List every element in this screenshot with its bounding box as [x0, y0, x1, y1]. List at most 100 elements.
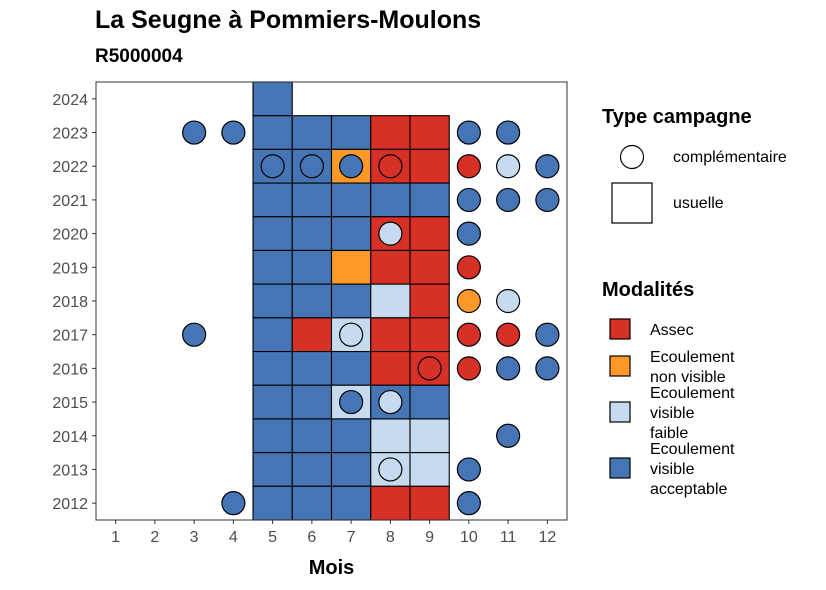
x-tick-label-8: 8 — [386, 529, 395, 546]
y-tick-label-2013: 2013 — [52, 462, 88, 479]
point-2017-10 — [456, 322, 481, 347]
y-tick-label-2019: 2019 — [52, 260, 88, 277]
tile-2019-9 — [409, 249, 450, 285]
tile-2015-9 — [409, 384, 450, 420]
x-tick-label-10: 10 — [460, 529, 478, 546]
y-tick-label-2024: 2024 — [52, 92, 88, 109]
tile-2019-7 — [330, 249, 372, 285]
point-2022-5 — [260, 154, 285, 179]
tiles-layer — [252, 81, 450, 521]
legend-label-assec-line-1: Assec — [650, 322, 694, 339]
legend-swatch-usuelle — [611, 182, 653, 224]
tile-2018-8 — [370, 283, 411, 319]
point-2020-10 — [456, 221, 481, 246]
y-tick-label-2020: 2020 — [52, 227, 88, 244]
point-2023-11 — [496, 120, 521, 145]
chart-title: La Seugne à Pommiers-Moulons — [95, 6, 482, 34]
point-2023-10 — [456, 120, 481, 145]
legend-label-complementaire: complémentaire — [673, 149, 787, 166]
point-2021-11 — [496, 187, 521, 213]
point-2023-4 — [221, 120, 246, 145]
point-2021-12 — [535, 187, 560, 213]
tile-2013-6 — [291, 452, 333, 487]
y-tick-label-2022: 2022 — [52, 159, 88, 176]
legend-label-ecoulement-visible-faible-line-1: Ecoulement — [650, 385, 735, 402]
point-2021-10 — [456, 187, 481, 213]
x-tick-label-11: 11 — [500, 529, 517, 546]
point-2017-11 — [496, 322, 521, 347]
legend-label-ecoulement-visible-acceptable-line-3: acceptable — [650, 481, 727, 498]
legend-label-ecoulement-non-visible-line-1: Ecoulement — [650, 349, 735, 366]
tile-2015-5 — [252, 384, 293, 420]
y-tick-label-2016: 2016 — [52, 361, 88, 378]
point-2020-8 — [378, 221, 403, 246]
x-axis-title: Mois — [309, 557, 355, 579]
tile-2017-8 — [370, 317, 411, 353]
x-tick-label-3: 3 — [190, 529, 199, 546]
x-tick-label-9: 9 — [425, 529, 434, 546]
point-2012-4 — [221, 491, 246, 516]
point-2022-7 — [339, 154, 364, 179]
tile-2020-6 — [291, 216, 333, 252]
point-2016-11 — [496, 356, 521, 381]
tile-2012-9 — [409, 485, 450, 521]
x-tick-label-6: 6 — [307, 529, 316, 546]
point-2016-9 — [417, 356, 442, 381]
tile-2017-6 — [291, 317, 333, 353]
legend-swatch-assec — [609, 318, 631, 340]
chart-subtitle: R5000004 — [95, 46, 183, 67]
tile-2023-8 — [370, 115, 411, 150]
legend-swatch-ecoulement-visible-faible — [609, 401, 631, 423]
tile-2014-5 — [252, 418, 293, 454]
tile-2012-6 — [291, 485, 333, 521]
y-tick-label-2021: 2021 — [52, 193, 88, 210]
x-tick-label-2: 2 — [150, 529, 159, 546]
point-2017-3 — [182, 322, 207, 347]
tile-2018-5 — [252, 283, 293, 319]
y-tick-label-2012: 2012 — [52, 496, 88, 513]
tile-2021-8 — [370, 182, 411, 218]
tile-2017-5 — [252, 317, 293, 353]
legend-label-ecoulement-visible-acceptable-line-1: Ecoulement — [650, 441, 735, 458]
legend-layer: Type campagne complémentaire usuelle Modali… — [602, 106, 787, 498]
point-2019-10 — [456, 255, 481, 280]
y-tick-label-2023: 2023 — [52, 126, 88, 143]
y-tick-label-2018: 2018 — [52, 294, 88, 311]
y-tick-label-2014: 2014 — [52, 429, 88, 446]
tile-2013-7 — [330, 452, 372, 487]
legend-shape-title: Type campagne — [602, 106, 752, 128]
legend-label-usuelle: usuelle — [673, 195, 724, 212]
tile-2021-5 — [252, 182, 293, 218]
point-2016-10 — [456, 356, 481, 381]
point-2023-3 — [182, 120, 207, 145]
tile-2021-6 — [291, 182, 333, 218]
tile-2020-5 — [252, 216, 293, 252]
tile-2019-8 — [370, 249, 411, 285]
x-tick-label-7: 7 — [347, 529, 356, 546]
legend-swatch-ecoulement-non-visible — [609, 355, 631, 377]
tile-2016-8 — [370, 350, 411, 386]
tile-2019-5 — [252, 249, 293, 285]
x-tick-label-5: 5 — [268, 529, 277, 546]
tile-2014-8 — [370, 418, 411, 454]
x-tick-label-12: 12 — [538, 529, 556, 546]
legend-fill-title: Modalités — [602, 279, 694, 301]
legend-label-ecoulement-visible-acceptable-line-2: visible — [650, 461, 695, 478]
tile-2023-7 — [330, 115, 372, 150]
tile-2016-5 — [252, 350, 293, 386]
tile-2024-5 — [252, 81, 293, 117]
point-2015-8 — [378, 389, 403, 415]
tile-2019-6 — [291, 249, 333, 285]
tile-2016-7 — [330, 350, 372, 386]
point-2016-12 — [535, 356, 560, 381]
point-2022-8 — [378, 154, 403, 179]
tile-2014-6 — [291, 418, 333, 454]
tile-2021-7 — [330, 182, 372, 218]
tile-2014-7 — [330, 418, 372, 454]
point-2022-6 — [299, 154, 324, 179]
legend-label-ecoulement-non-visible-line-2: non visible — [650, 369, 726, 386]
tile-2013-5 — [252, 452, 293, 487]
tile-2020-9 — [409, 216, 450, 252]
tile-2022-9 — [409, 148, 450, 184]
